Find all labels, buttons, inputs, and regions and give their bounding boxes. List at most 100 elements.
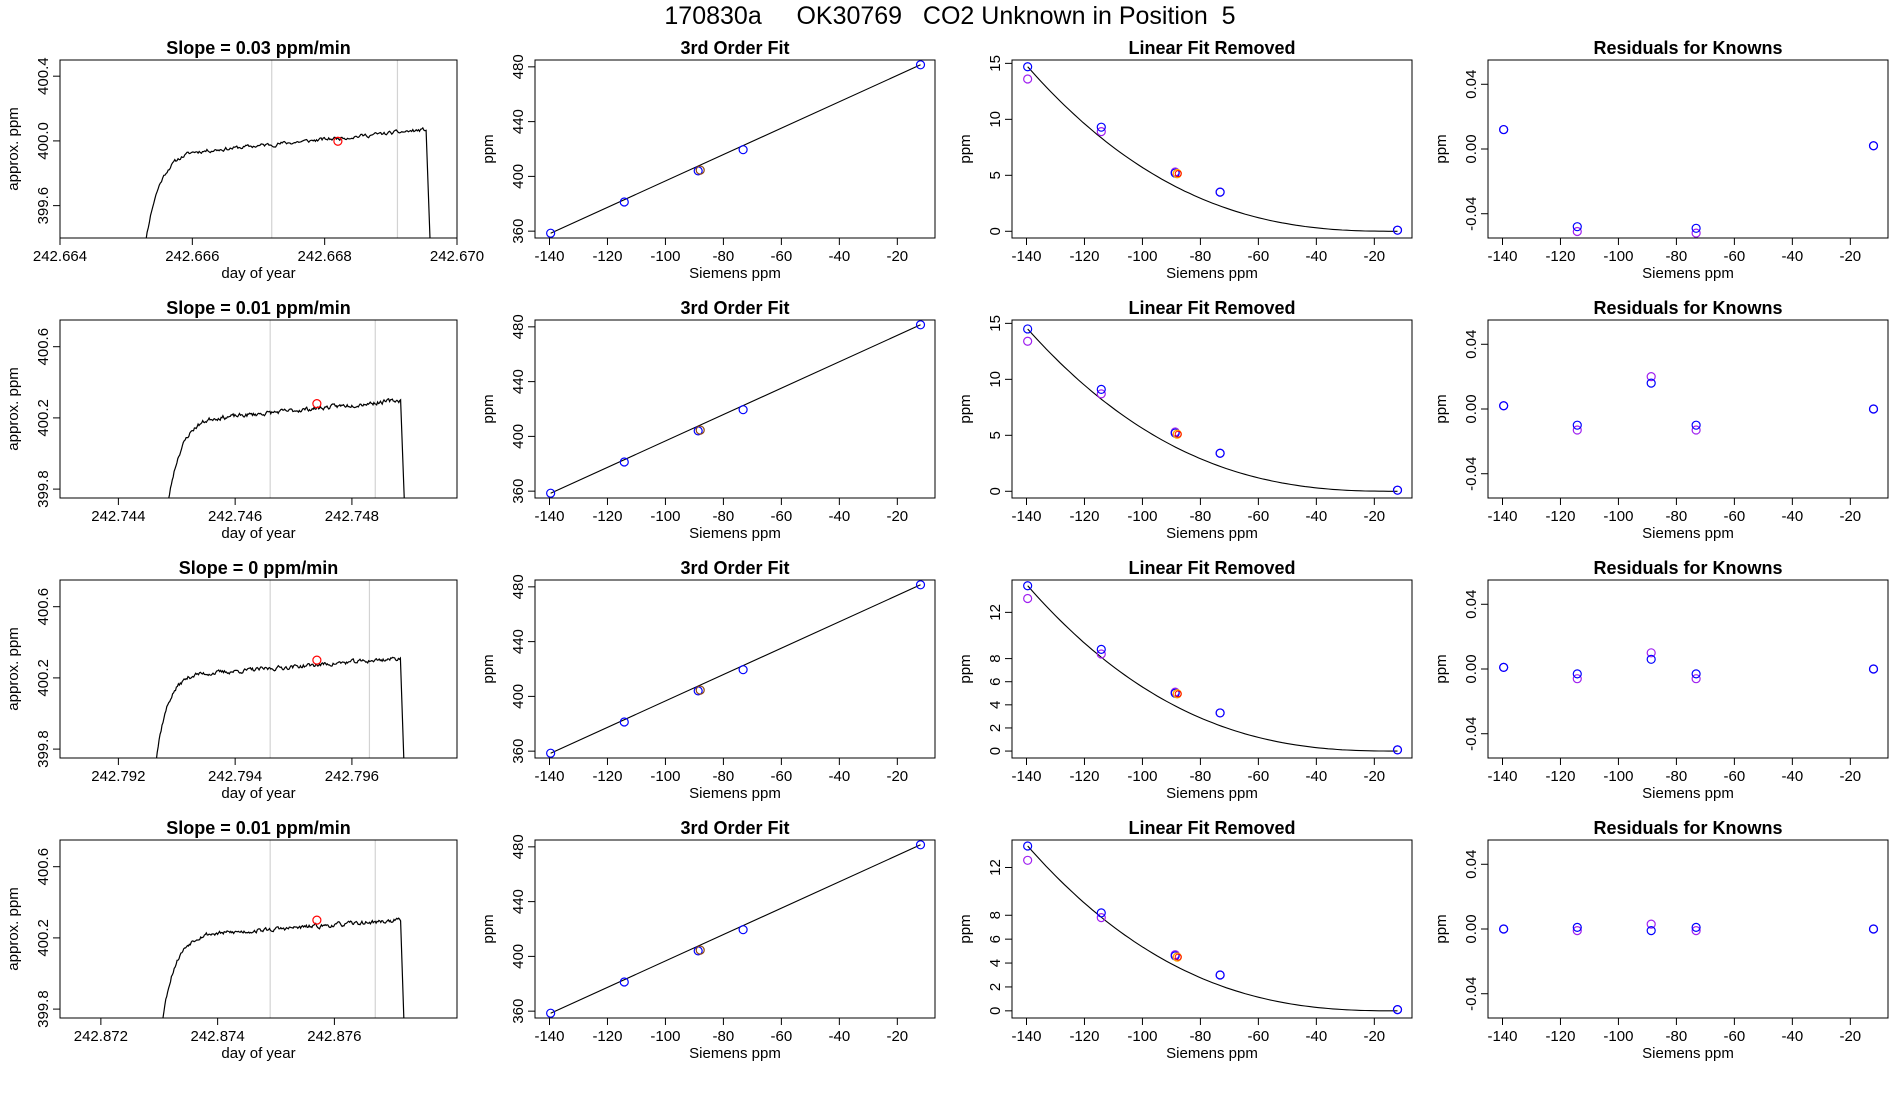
fit-line (550, 64, 921, 234)
panel-title: Residuals for Knowns (1593, 38, 1782, 58)
plot-area (1023, 841, 1403, 1015)
residual-point (1499, 662, 1509, 672)
y-tick-label: 480 (510, 834, 527, 859)
x-tick-label: -60 (1248, 248, 1270, 265)
y-axis-label: ppm (480, 134, 497, 163)
residual-point (1646, 378, 1656, 388)
y-axis-label: ppm (957, 394, 974, 423)
y-tick-label: 360 (510, 999, 527, 1024)
y-tick-label: 4 (987, 959, 1004, 967)
concentration-trace (162, 917, 405, 1018)
plot-area (1023, 581, 1403, 755)
y-tick-label: 399.8 (35, 990, 52, 1028)
residual-point-measured (1572, 674, 1582, 684)
x-tick-label: -100 (1127, 508, 1157, 525)
known-point (619, 197, 629, 207)
plot-area (155, 580, 405, 758)
y-tick-label: 400.2 (35, 399, 52, 437)
unknown-point (695, 945, 705, 955)
known-point-assigned (1096, 908, 1106, 918)
y-tick-label: 0.04 (1463, 330, 1480, 359)
panel-residuals-row-4: Residuals for Knowns -140 -120 -100 -80 -60 -4… (1433, 818, 1889, 1062)
x-tick-label: -80 (1666, 1028, 1688, 1045)
x-tick-label: -120 (592, 508, 622, 525)
mean-marker (312, 655, 322, 665)
x-tick-label: -80 (713, 248, 735, 265)
x-tick-label: -120 (592, 248, 622, 265)
x-tick-label: -140 (1487, 248, 1517, 265)
y-axis-label: ppm (957, 914, 974, 943)
x-tick-label: -40 (829, 508, 851, 525)
residual-point (1691, 420, 1701, 430)
x-tick-label: 242.876 (307, 1028, 361, 1045)
residual-point (1691, 669, 1701, 679)
y-tick-label: 400.0 (35, 122, 52, 160)
known-point (738, 405, 748, 415)
panel-title: Linear Fit Removed (1128, 38, 1295, 58)
y-tick-label: 400 (510, 424, 527, 449)
x-tick-label: -100 (1127, 1028, 1157, 1045)
concentration-trace (155, 656, 405, 758)
plot-frame (534, 319, 936, 499)
plot-frame (59, 579, 458, 759)
y-axis-label: ppm (480, 394, 497, 423)
x-tick-label: -100 (1603, 508, 1633, 525)
x-tick-label: -40 (829, 768, 851, 785)
y-tick-label: 10 (987, 371, 1004, 388)
x-axis-label: day of year (221, 265, 295, 282)
panel-title: 3rd Order Fit (680, 38, 789, 58)
x-tick-label: -140 (1011, 1028, 1041, 1045)
panel-title: Slope = 0.01 ppm/min (166, 818, 351, 838)
y-tick-label: -0.04 (1463, 197, 1480, 231)
panel-title: Linear Fit Removed (1128, 298, 1295, 318)
concentration-trace (145, 126, 431, 238)
y-tick-label: 360 (510, 739, 527, 764)
x-tick-label: -120 (1069, 508, 1099, 525)
known-point-assigned (1096, 384, 1106, 395)
x-tick-label: -140 (534, 248, 564, 265)
y-tick-label: 400.2 (35, 659, 52, 697)
plot-frame (59, 319, 458, 499)
residual-point (1572, 669, 1582, 679)
x-tick-label: -140 (1011, 248, 1041, 265)
panel-title: Residuals for Knowns (1593, 818, 1782, 838)
y-tick-label: 0.00 (1463, 654, 1480, 683)
x-tick-label: -140 (534, 768, 564, 785)
x-tick-label: 242.746 (208, 508, 262, 525)
y-tick-label: 0.00 (1463, 914, 1480, 943)
plot-area (1023, 324, 1403, 495)
y-tick-label: 360 (510, 219, 527, 244)
y-axis-label: ppm (957, 654, 974, 683)
known-point (738, 925, 748, 935)
y-axis-label: ppm (480, 914, 497, 943)
x-tick-label: -40 (829, 1028, 851, 1045)
y-tick-label: 2 (987, 983, 1004, 991)
x-tick-label: -140 (1487, 508, 1517, 525)
residual-point (1499, 124, 1509, 135)
y-tick-label: 400.2 (35, 919, 52, 957)
x-tick-label: -20 (886, 1028, 908, 1045)
x-tick-label: -140 (534, 1028, 564, 1045)
cubic-curve (1027, 585, 1398, 752)
panel-timeseries-row-3: Slope = 0 ppm/min 242.792 242.794 242.796 39… (5, 558, 458, 802)
y-axis-label: ppm (1433, 134, 1450, 163)
x-tick-label: -60 (1724, 768, 1746, 785)
x-tick-label: -100 (1127, 248, 1157, 265)
y-axis-label: ppm (957, 134, 974, 163)
x-tick-label: 242.874 (191, 1028, 245, 1045)
x-tick-label: -100 (1603, 1028, 1633, 1045)
x-tick-label: -40 (1306, 1028, 1328, 1045)
x-tick-label: 242.664 (33, 248, 87, 265)
x-axis-label: Siemens ppm (1642, 785, 1734, 802)
x-tick-label: 242.872 (74, 1028, 128, 1045)
cubic-curve (1027, 845, 1398, 1012)
x-tick-label: -20 (1363, 248, 1385, 265)
x-axis-label: Siemens ppm (1166, 265, 1258, 282)
x-tick-label: 242.668 (298, 248, 352, 265)
known-point-measured (1096, 649, 1106, 659)
x-tick-label: -40 (1782, 1028, 1804, 1045)
plot-area (1499, 372, 1879, 435)
plot-area (1499, 124, 1879, 238)
fit-line (550, 844, 921, 1014)
y-tick-label: 8 (987, 654, 1004, 662)
